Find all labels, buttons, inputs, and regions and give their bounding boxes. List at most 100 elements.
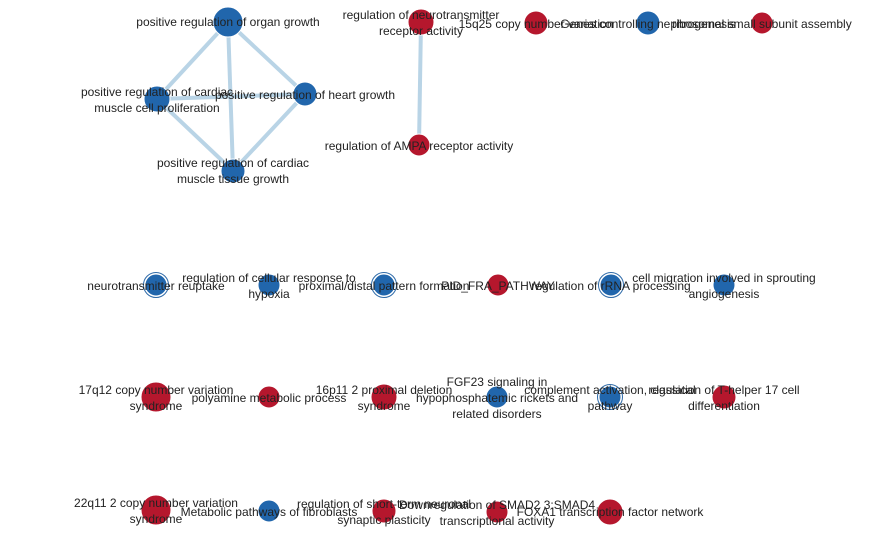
node-circle[interactable] — [523, 10, 549, 36]
node-circle[interactable] — [711, 384, 737, 410]
node-n7[interactable] — [523, 10, 549, 36]
node-label: Downregulation of SMAD2 3:SMAD4 transcrip… — [399, 498, 595, 528]
node-n18[interactable] — [370, 383, 398, 411]
node-n14[interactable] — [598, 272, 624, 298]
node-circle[interactable] — [257, 385, 281, 409]
node-n12[interactable] — [371, 272, 397, 298]
node-label: positive regulation of heart growth — [215, 88, 395, 102]
node-label-line: 22q11 2 copy number variation — [74, 496, 238, 510]
node-label: FGF23 signaling in hypophosphatemic ricke… — [416, 375, 578, 421]
node-label-line: FGF23 signaling in — [447, 375, 548, 389]
node-label-line: 16p11 2 proximal deletion — [316, 383, 453, 397]
node-n25[interactable] — [485, 500, 509, 524]
node-circle[interactable] — [635, 10, 661, 36]
node-label-line: neurotransmitter reuptake — [87, 279, 225, 293]
node-circle[interactable] — [371, 498, 397, 524]
node-label-line: receptor activity — [379, 24, 463, 38]
node-label: 22q11 2 copy number variation syndrome — [74, 496, 238, 526]
node-n22[interactable] — [140, 494, 172, 526]
node-label-line: transcriptional activity — [440, 514, 555, 528]
node-label-line: 17q12 copy number variation — [79, 383, 234, 397]
node-circle[interactable] — [140, 381, 172, 413]
node-label: regulation of T-helper 17 cell differenti… — [648, 383, 799, 413]
node-label: Genes controlling nephrogenesis — [560, 17, 735, 31]
node-label-line: regulation of neurotransmitter — [343, 8, 500, 22]
node-n8[interactable] — [635, 10, 661, 36]
node-n20[interactable] — [597, 384, 623, 410]
node-n26[interactable] — [596, 498, 624, 526]
node-n11[interactable] — [257, 273, 281, 297]
node-n6[interactable] — [407, 133, 431, 157]
node-label-line: positive regulation of cardiac — [157, 156, 309, 170]
node-n2[interactable] — [143, 85, 171, 113]
node-n24[interactable] — [371, 498, 397, 524]
node-label: regulation of short-term neuronal synapti… — [297, 497, 471, 527]
node-label-line: Downregulation of SMAD2 3:SMAD4 — [399, 498, 595, 512]
node-n23[interactable] — [257, 499, 281, 523]
node-label: proximal/distal pattern formation — [299, 279, 470, 293]
node-circle[interactable] — [220, 158, 246, 184]
edge-n3-n4 — [231, 92, 307, 173]
node-circle[interactable] — [485, 500, 509, 524]
node-label: ribosomal small subunit assembly — [672, 17, 851, 31]
node-label-line: regulation of AMPA receptor activity — [325, 139, 514, 153]
node-ring — [371, 272, 397, 298]
node-circle[interactable] — [598, 385, 622, 409]
node-circle[interactable] — [372, 273, 396, 297]
node-n15[interactable] — [712, 273, 736, 297]
node-label-line: muscle tissue growth — [177, 172, 289, 186]
node-n16[interactable] — [140, 381, 172, 413]
node-circle[interactable] — [485, 385, 509, 409]
node-label: polyamine metabolic process — [192, 391, 347, 405]
node-circle[interactable] — [257, 273, 281, 297]
node-circle[interactable] — [407, 133, 431, 157]
node-n5[interactable] — [407, 8, 435, 36]
node-n4[interactable] — [220, 158, 246, 184]
edge-n2-n3 — [155, 92, 307, 101]
node-label-line: regulation of rRNA processing — [531, 279, 690, 293]
node-label-line: hypophosphatemic rickets and — [416, 391, 578, 405]
node-circle[interactable] — [143, 85, 171, 113]
node-circle[interactable] — [144, 273, 168, 297]
node-circle[interactable] — [486, 273, 510, 297]
node-circle[interactable] — [140, 494, 172, 526]
node-circle[interactable] — [407, 8, 435, 36]
node-label: regulation of cellular response to hypoxi… — [182, 271, 356, 301]
node-circle[interactable] — [599, 273, 623, 297]
node-n9[interactable] — [750, 11, 774, 35]
node-label: positive regulation of cardiac muscle tis… — [157, 156, 309, 186]
node-circle[interactable] — [292, 81, 318, 107]
node-n10[interactable] — [143, 272, 169, 298]
node-label-line: proximal/distal pattern formation — [299, 279, 470, 293]
node-label: cell migration involved in sprouting angi… — [632, 271, 815, 301]
node-label: Metabolic pathways of fibroblasts — [181, 505, 358, 519]
node-label-line: cell migration involved in sprouting — [632, 271, 815, 285]
node-n1[interactable] — [212, 6, 244, 38]
node-circle[interactable] — [370, 383, 398, 411]
node-label-line: hypoxia — [248, 287, 290, 301]
node-n13[interactable] — [486, 273, 510, 297]
node-n17[interactable] — [257, 385, 281, 409]
node-ring — [597, 384, 623, 410]
node-label-line: 15q25 copy number variation — [459, 17, 614, 31]
edge-n2-n4 — [155, 97, 235, 173]
node-circle[interactable] — [257, 499, 281, 523]
node-label: regulation of neurotransmitter receptor a… — [343, 8, 500, 38]
node-label: PID_FRA_PATHWAY — [441, 279, 555, 293]
node-label-line: Metabolic pathways of fibroblasts — [181, 505, 358, 519]
node-label: complement activation, classical pathway — [524, 383, 695, 413]
node-circle[interactable] — [212, 6, 244, 38]
node-circle[interactable] — [750, 11, 774, 35]
label-layer: positive regulation of organ growth posit… — [74, 8, 852, 528]
edge-n1-n3 — [226, 20, 307, 96]
node-label-line: Genes controlling nephrogenesis — [560, 17, 735, 31]
node-label-line: positive regulation of cardiac — [81, 85, 233, 99]
node-label-line: angiogenesis — [689, 287, 760, 301]
node-n3[interactable] — [292, 81, 318, 107]
node-n21[interactable] — [711, 384, 737, 410]
node-n19[interactable] — [485, 385, 509, 409]
node-circle[interactable] — [712, 273, 736, 297]
node-circle[interactable] — [596, 498, 624, 526]
